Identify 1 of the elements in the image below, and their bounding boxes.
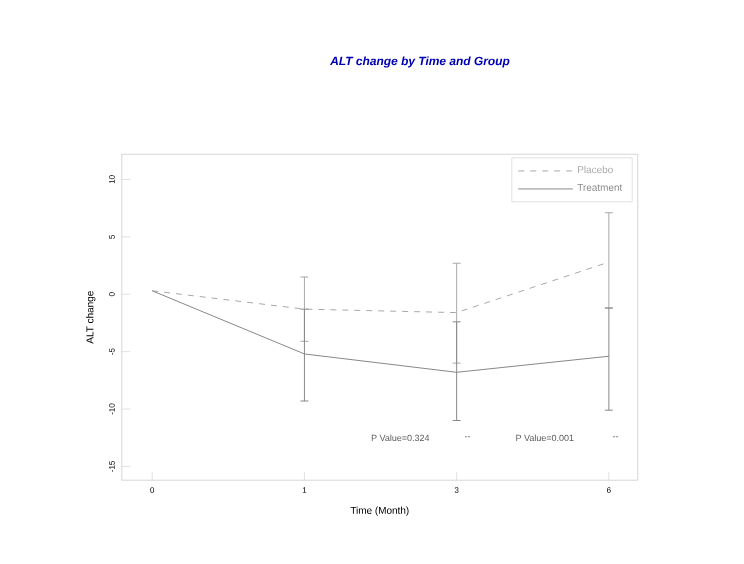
line-series (151, 261, 610, 314)
